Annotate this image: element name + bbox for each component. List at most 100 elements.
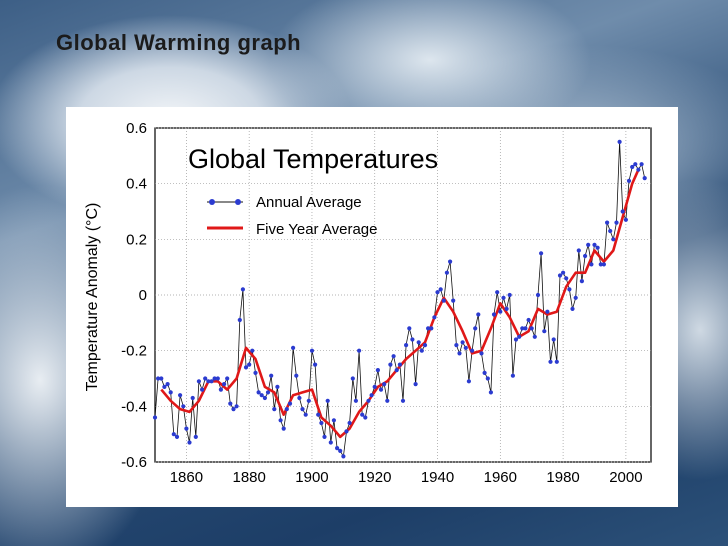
annual-average-point: [322, 434, 327, 439]
annual-average-point: [168, 390, 173, 395]
annual-average-point: [444, 270, 449, 275]
annual-average-point: [328, 440, 333, 445]
annual-average-point: [570, 306, 575, 311]
annual-average-point: [212, 376, 217, 381]
legend-five-year-label: Five Year Average: [256, 221, 377, 238]
annual-average-point: [435, 290, 440, 295]
annual-average-point: [325, 398, 330, 403]
annual-average-point: [510, 373, 515, 378]
annual-average-point: [567, 287, 572, 292]
annual-average-point: [366, 398, 371, 403]
annual-average-point: [350, 376, 355, 381]
annual-average-point: [491, 312, 497, 317]
annual-average-point: [586, 242, 591, 247]
annual-average-point: [639, 162, 644, 167]
annual-average-point: [253, 370, 258, 375]
annual-average-point: [344, 429, 349, 434]
annual-average-point: [513, 337, 519, 342]
annual-average-point: [397, 362, 402, 367]
chart-title: Global Temperatures: [188, 144, 438, 174]
annual-average-point: [357, 348, 362, 353]
annual-average-point: [539, 251, 544, 256]
annual-average-point: [460, 340, 465, 345]
annual-average-point: [441, 298, 446, 303]
annual-average-point: [385, 398, 390, 403]
annual-average-point: [369, 393, 374, 398]
annual-average-point: [291, 345, 296, 350]
legend: Annual Average Five Year Average: [207, 194, 377, 238]
x-tick-label: 1980: [546, 469, 579, 486]
annual-average-point: [614, 220, 619, 225]
annual-average-point: [495, 290, 500, 295]
temperature-chart: 1860 1880 1900 1920 1940 1960 1980 2000 0.6 0.4 0.…: [84, 120, 652, 486]
annual-average-point: [196, 379, 201, 384]
annual-average-point: [542, 329, 547, 334]
x-tick-label: 2000: [609, 469, 642, 486]
y-tick-label: -0.6: [121, 454, 147, 471]
tick-layer: 1860 1880 1900 1920 1940 1960 1980 2000 0.6 0.4 0.…: [121, 120, 642, 486]
annual-average-point: [152, 415, 158, 420]
annual-average-point: [451, 298, 456, 303]
y-tick-label: 0.2: [126, 231, 147, 248]
annual-average-point: [413, 382, 418, 387]
annual-average-point: [319, 420, 324, 426]
series-layer: [152, 139, 647, 459]
y-tick-label: -0.4: [121, 398, 147, 415]
y-tick-label: 0.6: [126, 120, 147, 137]
y-axis-label: Temperature Anomaly (°C): [84, 203, 101, 392]
annual-average-point: [642, 176, 647, 181]
annual-average-point: [306, 398, 311, 403]
annual-average-point: [532, 334, 537, 339]
annual-average-point: [573, 295, 578, 300]
annual-average-point: [347, 420, 352, 426]
annual-average-point: [438, 287, 443, 292]
annual-average-point: [265, 390, 271, 395]
annual-average-point: [479, 351, 484, 356]
y-tick-label: -0.2: [121, 343, 147, 360]
annual-average-point: [410, 337, 415, 342]
annual-average-point: [454, 343, 459, 348]
annual-average-point: [551, 337, 556, 342]
annual-average-point: [259, 393, 264, 398]
legend-annual-marker-right: [235, 199, 241, 205]
annual-average-point: [375, 368, 380, 373]
annual-average-point: [529, 326, 534, 331]
annual-average-point: [193, 434, 198, 439]
annual-average-point: [256, 390, 261, 395]
annual-average-point: [561, 270, 566, 275]
annual-average-point: [200, 387, 205, 392]
annual-average-point: [463, 345, 468, 350]
annual-average-point: [360, 412, 365, 417]
annual-average-point: [432, 315, 437, 320]
annual-average-point: [190, 395, 195, 401]
x-tick-label: 1920: [358, 469, 391, 486]
annual-average-point: [281, 426, 286, 431]
annual-average-point: [457, 351, 462, 356]
annual-average-point: [611, 237, 616, 242]
annual-average-point: [225, 376, 230, 381]
annual-average-point: [554, 359, 559, 364]
annual-average-point: [407, 326, 412, 331]
annual-average-point: [171, 432, 176, 437]
annual-average-point: [243, 365, 249, 370]
annual-average-point: [579, 279, 585, 284]
annual-average-point: [187, 440, 192, 445]
annual-average-point: [388, 362, 393, 367]
annual-average-point: [548, 359, 553, 364]
legend-annual-marker-left: [209, 199, 215, 205]
annual-average-point: [598, 262, 603, 267]
annual-average-point: [576, 248, 581, 253]
annual-average-point: [466, 379, 471, 384]
annual-average-point: [623, 217, 629, 222]
annual-average-point: [294, 373, 299, 378]
plot-area: [154, 127, 652, 463]
y-tick-label: 0.4: [126, 176, 147, 193]
annual-average-point: [429, 326, 434, 331]
annual-average-point: [394, 368, 399, 373]
annual-average-point: [605, 220, 610, 225]
annual-average-point: [165, 382, 170, 387]
annual-average-point: [303, 412, 308, 417]
annual-average-point: [181, 404, 186, 409]
annual-average-point: [626, 178, 632, 183]
annual-average-point: [156, 376, 161, 381]
